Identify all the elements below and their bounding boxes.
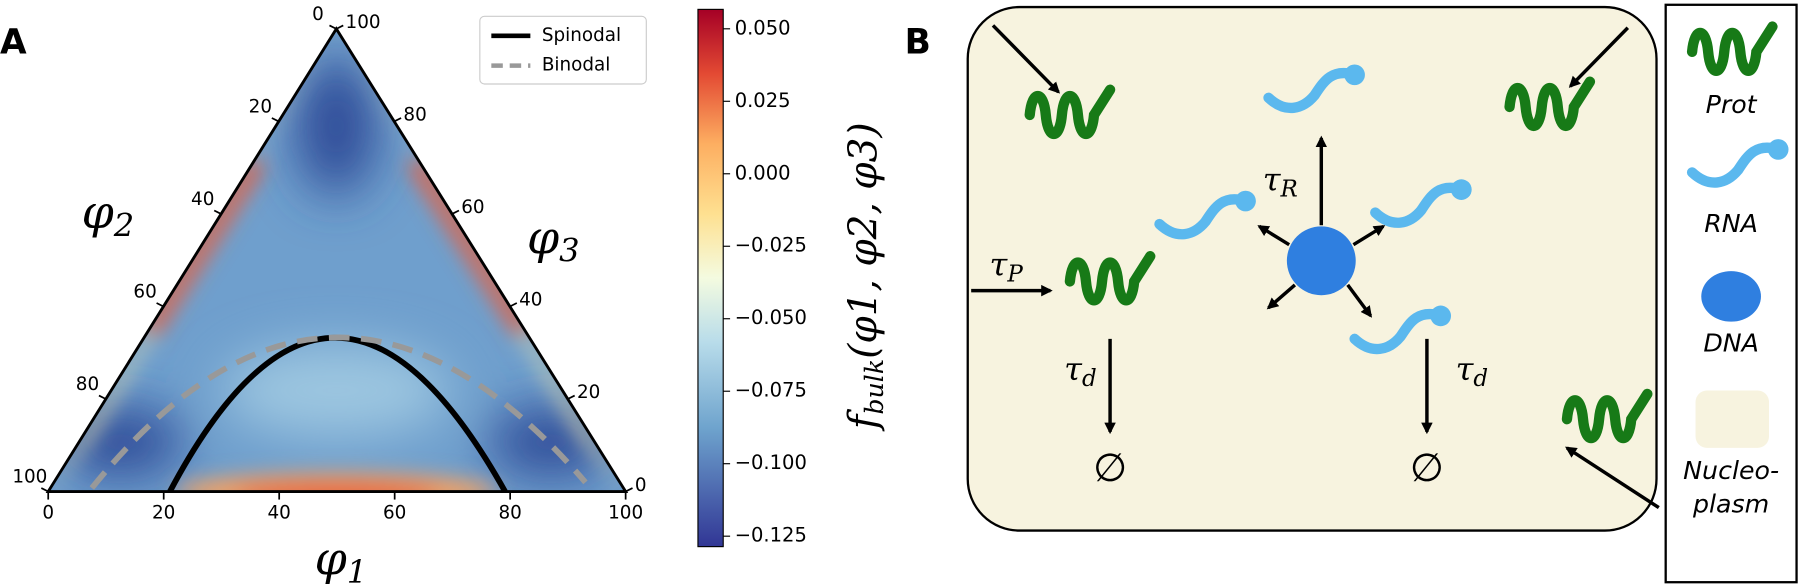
binodal [89,334,588,490]
rna [1154,194,1251,240]
ternary-tick [451,209,460,215]
legend-label: Spinodal [542,25,621,46]
arrow [1352,224,1386,247]
axis-sub: 1 [347,553,367,587]
colorbar-tick-label: −0.100 [735,451,807,474]
axis-label: φ3 [527,210,580,269]
ternary-tick-label: 100 [608,502,643,523]
ternary-tick [567,394,576,400]
ternary-tick-label: 80 [76,374,99,395]
ternary-tick-label: 80 [498,502,521,523]
ternary-tick-label: 80 [403,105,426,126]
colorbar-tick-label: −0.050 [735,306,807,329]
axis-symbol: φ [527,210,559,264]
rna [1263,67,1360,113]
ternary-tick-label: 60 [133,282,156,303]
rate-label: τP [990,245,1024,288]
ternary-tick [393,117,402,123]
colorbar-tick-label: 0.050 [735,16,791,39]
legend-label: RNA [1704,209,1758,238]
rna [1370,182,1467,228]
axis-label: φ1 [315,532,368,587]
colorbar-tick-label: −0.125 [735,524,807,547]
ternary-tick [329,24,337,30]
ternary-tick-label: 20 [577,382,600,403]
axis-sub: 2 [113,206,134,244]
ternary-tick [156,302,164,308]
ternary-tick [625,487,633,493]
legend-nucleoplasm [1695,390,1770,448]
rna [1686,142,1784,188]
protein [1561,388,1653,444]
arrow [1565,446,1660,510]
rna-head [1235,190,1256,212]
panel-label: B [905,22,931,62]
ternary-tick-label: 60 [383,502,406,523]
colorbar-tick-label: 0.000 [735,161,791,184]
legend: Spinodal Binodal [479,15,647,85]
ternary-tick [213,209,222,215]
colorbar-tick-label: −0.025 [735,234,807,257]
panel-label: A [0,22,27,62]
axis-symbol: φ [82,185,114,239]
ternary-tick-label: 0 [635,475,647,496]
legend-label: Prot [1706,90,1758,119]
rate-label: τd [1456,349,1488,392]
arrow [1257,224,1291,247]
ternary-tick [40,487,49,493]
legend-label: Binodal [542,55,611,76]
arrow [1568,26,1630,88]
rna-head [1767,139,1789,160]
ternary-tick-label: 0 [312,4,324,25]
ternary-tick [271,117,280,123]
sink: ∅ [1410,446,1444,491]
axis-sub: 3 [559,231,579,269]
ternary-tick-label: 20 [152,502,175,523]
protein [1504,76,1596,132]
triangle-frame [45,26,629,493]
colorbar-tick-label: 0.025 [735,89,791,112]
ternary-tick-label: 100 [12,467,47,488]
legend-label: DNA [1703,329,1759,358]
axis-symbol: φ [315,532,347,586]
arrow [991,24,1061,94]
rna [1349,309,1446,355]
rate-label: τR [1263,160,1298,203]
legend-dna [1701,271,1761,322]
sink: ∅ [1093,446,1127,491]
rna-head [1344,64,1365,86]
arrow [1266,283,1297,310]
ternary-tick [509,302,518,308]
ternary-tick-label: 100 [346,12,381,33]
rna-head [1451,179,1472,200]
ternary-tick-label: 20 [249,97,272,118]
axis-label: φ2 [82,185,135,244]
colorbar-label: fbulk(φ1, φ2, φ3) [842,122,889,432]
rna-head [1430,305,1452,327]
ternary-tick [335,24,344,30]
ternary-tick-label: 0 [42,502,54,523]
legend-label: plasm [1692,489,1769,518]
protein [1024,84,1116,140]
protein [1686,21,1778,76]
colorbar [697,8,724,548]
legend-label: Nucleo- [1683,456,1779,485]
ternary-tick-label: 60 [461,197,484,218]
dna [1286,226,1356,296]
colorbar-tick-label: −0.075 [735,379,807,402]
ternary-tick-label: 40 [191,189,214,210]
protein [1064,251,1156,306]
ternary-tick [98,394,107,400]
ternary-tick-label: 40 [267,502,290,523]
arrow [1346,283,1373,318]
ternary-tick-label: 40 [519,290,542,311]
rate-label: τd [1064,349,1096,392]
